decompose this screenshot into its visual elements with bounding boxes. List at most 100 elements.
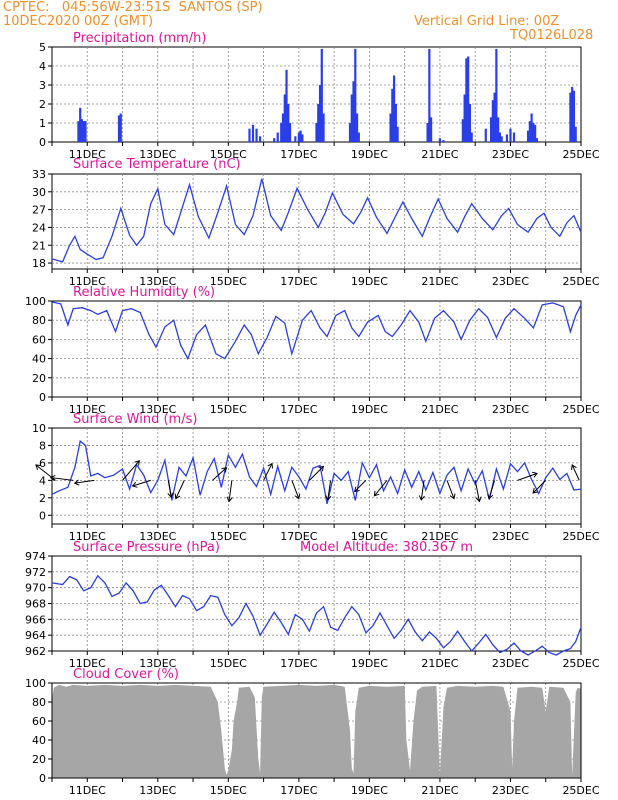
panel-1: 0 1 2 3 4 5 11DEC 13DEC 15DEC 17DEC 19DEC 21DEC 23DE… xyxy=(39,31,600,161)
y-tick-label: 1 xyxy=(39,117,46,130)
y-tick-label: 100 xyxy=(25,677,46,690)
wind-vector xyxy=(132,479,151,487)
x-tick-label: 15DEC xyxy=(210,148,247,161)
panel-frame-top xyxy=(51,682,582,779)
precip-bar xyxy=(285,69,288,142)
precip-bar xyxy=(80,119,84,142)
precip-bar xyxy=(489,117,493,142)
precip-bar xyxy=(258,136,262,142)
x-tick-label: 23DEC xyxy=(492,275,529,288)
y-tick-label: 5 xyxy=(39,41,46,54)
y-tick-label: 2 xyxy=(39,98,46,111)
precip-bar xyxy=(571,86,574,142)
x-tick-label: 23DEC xyxy=(492,148,529,161)
panel-6: 0 20 40 60 80 100 11DEC 13DEC 15DEC 17DEC 19DEC 21D… xyxy=(25,667,600,797)
wind-vector-head xyxy=(449,493,456,500)
precip-bar xyxy=(500,136,503,142)
precip-bar xyxy=(350,94,353,142)
panel-title: Cloud Cover (%) xyxy=(73,667,179,682)
precip-bar xyxy=(283,94,286,142)
wind-vector-head xyxy=(325,495,332,501)
y-tick-label: 60 xyxy=(32,333,46,346)
x-tick-label: 19DEC xyxy=(351,530,388,543)
header-run-date: 10DEC2020 00Z (GMT) xyxy=(3,14,154,29)
y-tick-label: 20 xyxy=(32,753,46,766)
precip-bar xyxy=(497,117,500,142)
panel-title: Relative Humidity (%) xyxy=(73,285,215,300)
precip-bar xyxy=(348,123,352,142)
precip-bar xyxy=(461,119,464,142)
y-tick-label: 24 xyxy=(32,221,46,234)
x-tick-label: 21DEC xyxy=(421,657,458,670)
precip-bar xyxy=(294,136,297,142)
precip-bar xyxy=(355,113,359,142)
panel-frame xyxy=(51,173,582,270)
x-tick-label: 13DEC xyxy=(139,530,176,543)
x-tick-label: 13DEC xyxy=(139,403,176,416)
precip-bar xyxy=(512,132,516,142)
precip-bar xyxy=(273,138,276,142)
wind-vector xyxy=(327,480,332,501)
precip-bar xyxy=(281,113,285,142)
x-tick-label: 13DEC xyxy=(139,148,176,161)
y-tick-label: 40 xyxy=(32,734,46,747)
wind-vector-head xyxy=(167,492,174,499)
precip-bar xyxy=(438,138,442,142)
precip-bar xyxy=(572,90,576,142)
x-tick-label: 25DEC xyxy=(562,148,599,161)
x-tick-label: 13DEC xyxy=(139,657,176,670)
y-tick-label: 964 xyxy=(25,629,46,642)
y-tick-label: 972 xyxy=(25,566,46,579)
x-tick-label: 13DEC xyxy=(139,784,176,797)
wind-vector-head xyxy=(354,486,360,493)
y-tick-label: 40 xyxy=(32,353,46,366)
x-tick-label: 19DEC xyxy=(351,275,388,288)
precip-bar xyxy=(394,104,397,142)
precip-bar xyxy=(396,126,399,142)
series-line xyxy=(51,178,582,263)
y-tick-label: 966 xyxy=(25,613,46,626)
precip-bar xyxy=(470,132,473,142)
precip-bar xyxy=(354,48,357,142)
precip-bar xyxy=(276,132,279,142)
y-tick-label: 18 xyxy=(32,257,46,270)
x-tick-label: 15DEC xyxy=(210,403,247,416)
y-tick-label: 2 xyxy=(39,492,46,505)
wind-vector xyxy=(50,477,74,481)
x-tick-label: 11DEC xyxy=(69,148,106,161)
precip-bar xyxy=(299,130,302,142)
x-tick-label: 17DEC xyxy=(280,148,317,161)
precip-bar xyxy=(574,126,577,142)
panel-3: 0 20 40 60 80 100 11DEC 13DEC 15DEC 17DEC 19DEC 21D… xyxy=(25,285,600,416)
panel-frame xyxy=(51,300,582,398)
wind-vector-head xyxy=(532,471,538,478)
x-tick-label: 15DEC xyxy=(210,275,247,288)
wind-vector xyxy=(354,480,367,492)
wind-vector-head xyxy=(487,493,494,500)
precip-bar xyxy=(528,121,531,142)
precip-bar xyxy=(297,132,300,142)
x-tick-label: 11DEC xyxy=(69,530,106,543)
precip-bar xyxy=(301,134,304,142)
y-tick-label: 20 xyxy=(32,372,46,385)
x-tick-label: 17DEC xyxy=(280,657,317,670)
x-tick-label: 17DEC xyxy=(280,275,317,288)
y-tick-label: 970 xyxy=(25,582,46,595)
precip-bar xyxy=(317,104,320,142)
precip-bar xyxy=(505,134,509,142)
x-tick-label: 23DEC xyxy=(492,657,529,670)
y-tick-label: 80 xyxy=(32,314,46,327)
x-tick-label: 17DEC xyxy=(280,403,317,416)
wind-vector-head xyxy=(49,474,56,482)
x-tick-label: 25DEC xyxy=(562,784,599,797)
precip-bar xyxy=(467,56,470,142)
precip-bar xyxy=(509,128,512,142)
x-tick-label: 17DEC xyxy=(280,784,317,797)
y-tick-label: 8 xyxy=(39,439,46,452)
x-tick-label: 21DEC xyxy=(421,403,458,416)
y-tick-label: 0 xyxy=(39,509,46,522)
precip-bar xyxy=(569,92,572,142)
x-tick-label: 19DEC xyxy=(351,657,388,670)
x-tick-label: 17DEC xyxy=(280,530,317,543)
